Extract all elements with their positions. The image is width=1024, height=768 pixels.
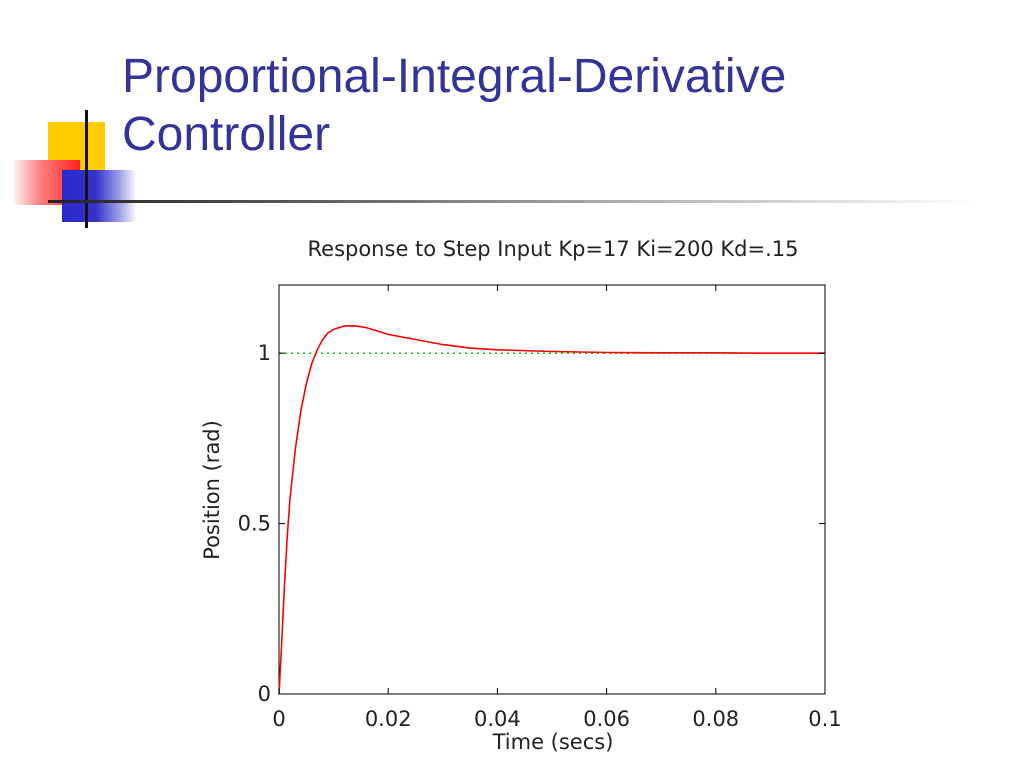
title-underline [48, 200, 978, 203]
x-tick-label: 0.06 [583, 707, 630, 731]
plot-area [278, 284, 826, 695]
y-tick-label: 0 [258, 682, 271, 706]
x-tick-label: 0.02 [365, 707, 412, 731]
decor-blue-bar [62, 170, 137, 222]
response-line-series [278, 325, 825, 695]
x-tick-label: 0.1 [808, 707, 841, 731]
x-axis-label: Time (secs) [492, 730, 614, 754]
x-tick-label: 0.04 [474, 707, 521, 731]
slide-title-line1: Proportional-Integral-Derivative [122, 50, 787, 103]
chart-title: Response to Step Input Kp=17 Ki=200 Kd=.… [308, 237, 799, 261]
slide-title-line2: Controller [122, 108, 331, 161]
decor-vertical-line [85, 110, 88, 228]
x-tick-label: 0.08 [692, 707, 739, 731]
x-tick-label: 0 [272, 707, 285, 731]
y-tick-label: 1 [258, 341, 271, 365]
slide-title: Proportional-Integral-Derivative Control… [122, 48, 1002, 164]
y-axis-label: Position (rad) [200, 420, 224, 560]
y-tick-label: 0.5 [238, 512, 271, 536]
